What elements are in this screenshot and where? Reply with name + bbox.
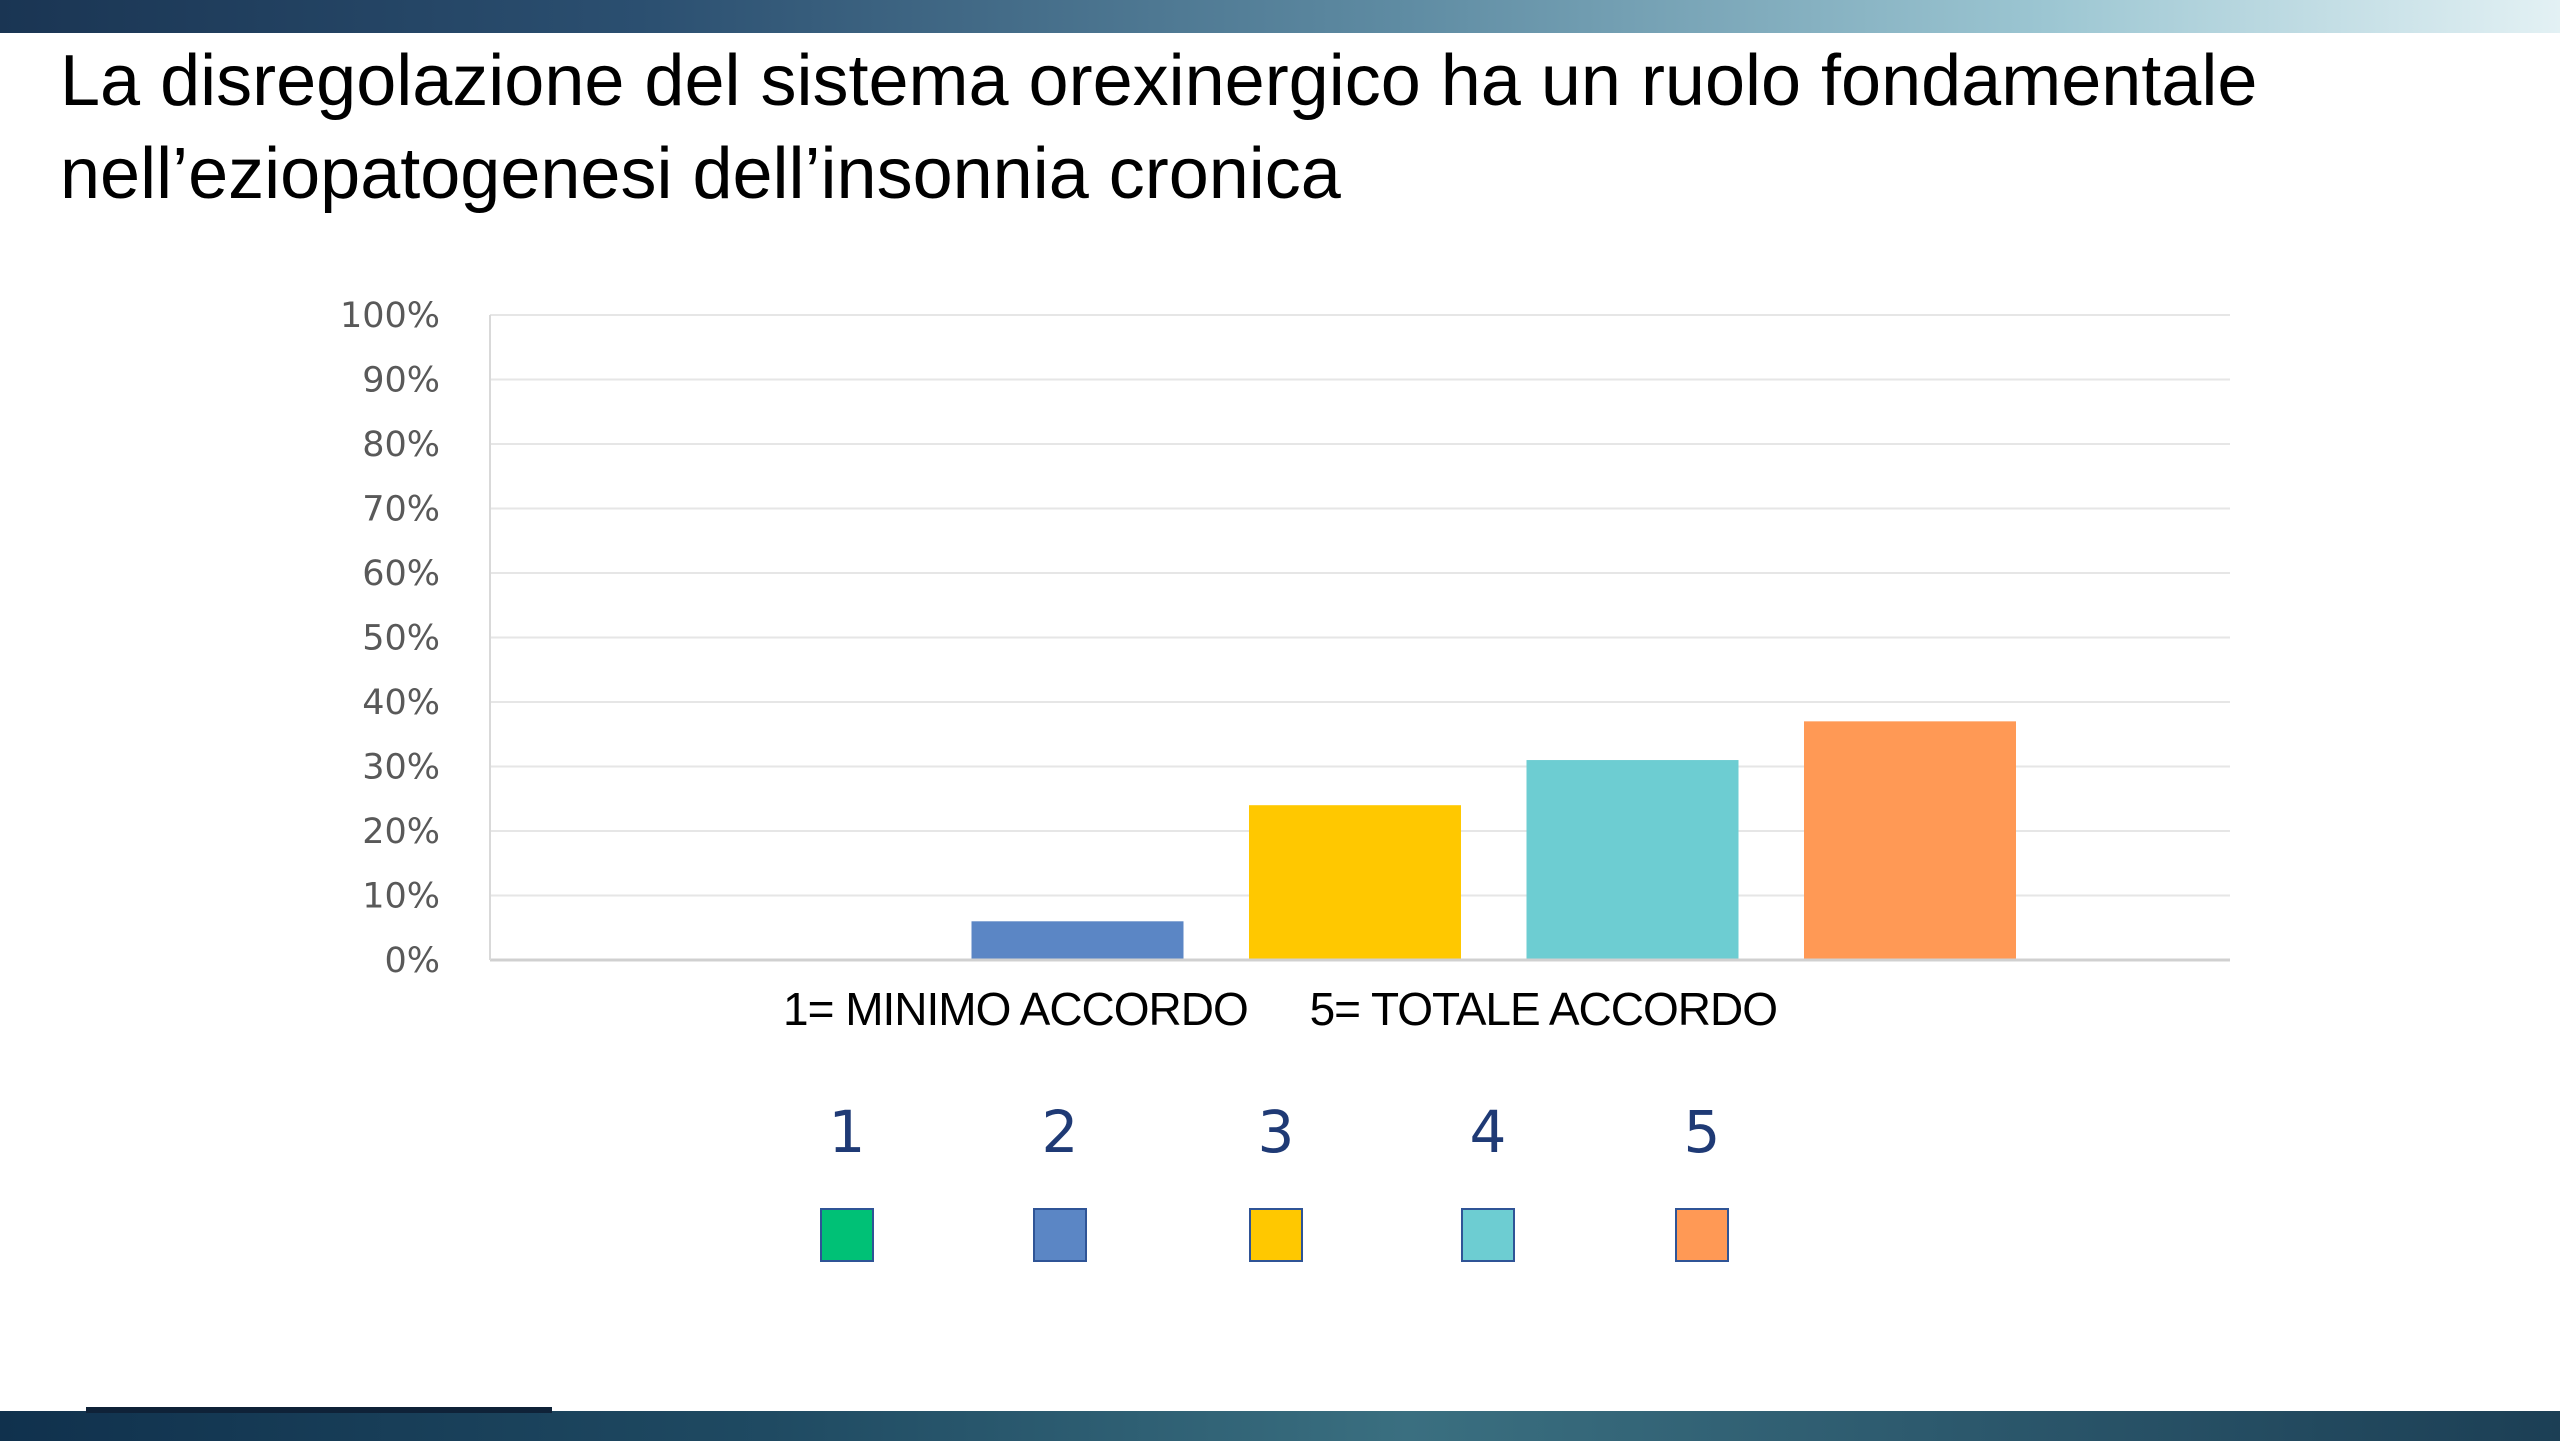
- legend-item-5: 5: [1642, 1100, 1762, 1262]
- y-tick-label: 10%: [362, 877, 440, 917]
- y-tick-label: 60%: [362, 554, 440, 594]
- chart-gridlines: [490, 314, 2230, 897]
- legend-label: 4: [1469, 1098, 1507, 1166]
- y-tick-label: 100%: [340, 296, 440, 336]
- slide-title: La disregolazione del sistema orexinergi…: [60, 41, 2258, 214]
- legend-swatch: [820, 1208, 874, 1262]
- scale-note-max: 5= TOTALE ACCORDO: [1309, 983, 1778, 1035]
- bar-5: [1804, 721, 2016, 960]
- legend-swatch: [1249, 1208, 1303, 1262]
- y-tick-label: 50%: [362, 619, 440, 659]
- bottom-accent-bar: [86, 1407, 552, 1413]
- legend-label: 2: [1041, 1098, 1079, 1166]
- y-tick-label: 30%: [362, 748, 440, 788]
- legend-item-3: 3: [1216, 1100, 1336, 1262]
- legend-swatch: [1033, 1208, 1087, 1262]
- scale-note: 1= MINIMO ACCORDO 5= TOTALE ACCORDO: [0, 982, 2560, 1036]
- y-axis-tick-labels: 0% 10% 20% 30% 40% 50% 60% 70% 80% 90% 100%: [340, 296, 440, 981]
- chart-bars: [971, 721, 2016, 960]
- legend-swatch: [1675, 1208, 1729, 1262]
- y-tick-label: 20%: [362, 812, 440, 852]
- y-tick-label: 90%: [362, 361, 440, 401]
- y-tick-label: 70%: [362, 490, 440, 530]
- legend-item-1: 1: [787, 1100, 907, 1262]
- legend-swatch: [1461, 1208, 1515, 1262]
- y-tick-label: 40%: [362, 683, 440, 723]
- legend-item-2: 2: [1000, 1100, 1120, 1262]
- legend-label: 3: [1257, 1098, 1295, 1166]
- top-decorative-band: [0, 0, 2560, 33]
- scale-note-min: 1= MINIMO ACCORDO: [782, 983, 1249, 1035]
- bar-3: [1249, 805, 1461, 960]
- bar-4: [1526, 760, 1739, 960]
- bar-2: [971, 921, 1184, 960]
- bottom-decorative-band: [0, 1411, 2560, 1441]
- legend-label: 1: [828, 1098, 866, 1166]
- y-tick-label: 80%: [362, 425, 440, 465]
- legend-item-4: 4: [1428, 1100, 1548, 1262]
- legend-label: 5: [1683, 1098, 1721, 1166]
- y-tick-label: 0%: [384, 941, 440, 981]
